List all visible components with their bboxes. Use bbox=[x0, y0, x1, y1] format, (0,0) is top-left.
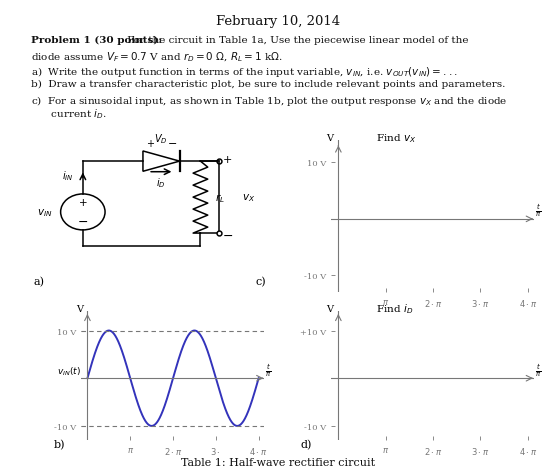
Text: V: V bbox=[326, 305, 333, 314]
Text: V: V bbox=[326, 133, 333, 142]
Text: $v_X$: $v_X$ bbox=[242, 192, 256, 204]
Text: −: − bbox=[222, 229, 233, 242]
Text: +: + bbox=[222, 155, 232, 165]
Text: −: − bbox=[167, 139, 177, 149]
Text: +: + bbox=[78, 198, 87, 208]
Text: Find $i_D$: Find $i_D$ bbox=[376, 302, 413, 316]
Text: $v_{IN}(t)$: $v_{IN}(t)$ bbox=[57, 365, 81, 377]
Text: $\frac{t}{\pi}$: $\frac{t}{\pi}$ bbox=[535, 361, 542, 378]
Text: a): a) bbox=[33, 276, 44, 287]
Text: c)  For a sinusoidal input, as shown in Table 1b, plot the output response $v_X$: c) For a sinusoidal input, as shown in T… bbox=[31, 94, 507, 108]
Text: $\frac{t}{\pi}$: $\frac{t}{\pi}$ bbox=[265, 361, 272, 378]
Text: d): d) bbox=[301, 439, 312, 449]
Text: diode assume $V_F = 0.7$ V and $r_D = 0\ \Omega$, $R_L = 1$ k$\Omega$.: diode assume $V_F = 0.7$ V and $r_D = 0\… bbox=[31, 50, 283, 64]
Text: $i_{IN}$: $i_{IN}$ bbox=[62, 169, 74, 182]
Text: February 10, 2014: February 10, 2014 bbox=[216, 15, 340, 28]
Text: $v_{IN}$: $v_{IN}$ bbox=[37, 207, 53, 218]
Text: For the circuit in Table 1a, Use the piecewise linear model of the: For the circuit in Table 1a, Use the pie… bbox=[124, 36, 469, 45]
Text: $r_L$: $r_L$ bbox=[215, 191, 225, 204]
Text: b): b) bbox=[53, 439, 65, 449]
Text: V: V bbox=[76, 305, 83, 314]
Text: current $i_D$.: current $i_D$. bbox=[31, 107, 106, 121]
Text: −: − bbox=[78, 216, 88, 228]
Text: c): c) bbox=[255, 276, 266, 287]
Text: $i_D$: $i_D$ bbox=[156, 176, 166, 190]
Text: b)  Draw a transfer characteristic plot, be sure to include relevant points and : b) Draw a transfer characteristic plot, … bbox=[31, 79, 505, 89]
Text: +: + bbox=[146, 139, 153, 149]
Text: $\frac{t}{\pi}$: $\frac{t}{\pi}$ bbox=[535, 201, 542, 218]
Text: Find $v_X$: Find $v_X$ bbox=[376, 131, 416, 144]
Text: $V_D$: $V_D$ bbox=[155, 132, 168, 146]
Text: Table 1: Half-wave rectifier circuit: Table 1: Half-wave rectifier circuit bbox=[181, 457, 375, 467]
Text: Problem 1 (30 points):: Problem 1 (30 points): bbox=[31, 36, 162, 45]
Text: a)  Write the output function in terms of the input variable, $v_{IN}$, i.e. $v_: a) Write the output function in terms of… bbox=[31, 65, 457, 79]
